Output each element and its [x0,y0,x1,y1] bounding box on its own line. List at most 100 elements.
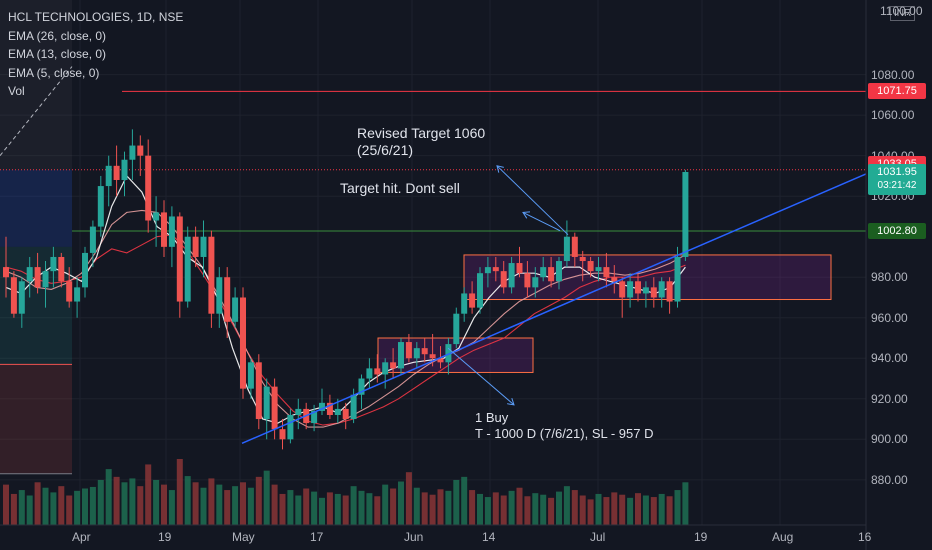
candle-body [421,348,428,355]
candle-body [413,348,420,359]
legend-ema13[interactable]: EMA (13, close, 0) [8,47,107,61]
volume-bar [18,490,25,525]
volume-bar [66,495,73,525]
price-tag-last: 1031.95 03:21:42 [868,163,926,195]
legend-vol[interactable]: Vol [8,84,25,98]
candle-body [548,267,555,282]
candle-body [611,277,618,282]
candle-body [113,165,120,180]
candle-body [334,408,341,415]
volume-bar [658,493,665,525]
candle-body [658,281,665,298]
volume-bar [319,497,325,525]
price-tag-1002: 1002.80 [868,223,926,240]
candle-body [642,287,649,294]
candle-body [216,277,223,314]
annotation-buy[interactable]: 1 Buy T - 1000 D (7/6/21), SL - 957 D [475,410,653,442]
volume-bar [421,492,428,525]
volume-bar [350,486,357,525]
volume-bar [563,486,570,525]
volume-bar [216,484,223,525]
volume-bar [366,493,373,525]
annotation-target-hit[interactable]: Target hit. Dont sell [340,180,460,197]
candle-body [200,236,207,257]
volume-bar [540,494,547,525]
candle-body [635,281,641,294]
candle-body [26,267,33,282]
volume-bar [129,478,136,525]
volume-bar [674,490,681,525]
candle-body [516,263,523,274]
volume-bar [358,490,365,525]
candle-body [666,281,673,302]
annotation-revised-target[interactable]: Revised Target 1060 (25/6/21) [357,125,485,159]
x-tick-label: 19 [694,530,708,544]
candle-body [176,216,183,302]
candle-body [319,402,325,411]
volume-bar [192,482,199,525]
y-tick-label: 1060.00 [871,108,915,123]
dashed-projection [0,66,73,156]
candle-body [121,159,128,180]
volume-bar [571,490,578,525]
candle-body [18,281,25,314]
volume-bar [295,495,302,525]
candle-body [66,281,73,302]
volume-bar [279,493,286,525]
volume-bar [326,492,333,525]
arrow-line [447,347,515,406]
range-box-blue [0,169,72,247]
candle-body [161,212,167,247]
annotation-line: Target hit. Dont sell [340,180,460,196]
candle-body [279,429,286,440]
candle-body [477,273,483,308]
volume-bar [255,476,262,525]
candle-body [445,344,452,363]
candle-body [437,358,444,363]
volume-bar [627,497,634,525]
last-price: 1031.95 [877,165,917,178]
candle-body [50,256,57,272]
candle-body [263,386,270,420]
x-tick-label: Aug [772,530,794,544]
x-tick-label: Jun [404,530,424,544]
candle-body [571,236,578,257]
candle-body [579,256,586,262]
volume-bar [374,496,381,525]
volume-bar [89,486,96,525]
candle-body [540,267,547,278]
legend-ema5[interactable]: EMA (5, close, 0) [8,65,100,80]
candle-body [3,267,9,278]
volume-bar [437,489,444,525]
volume-bar [161,484,167,525]
arrow-head [496,165,504,173]
volume-bars [3,459,689,525]
volume-bar [556,491,562,525]
candle-body [366,368,373,379]
volume-bar [650,497,657,525]
x-tick-label: May [232,530,255,544]
legend-ema26[interactable]: EMA (26, close, 0) [8,28,107,43]
price-tag-1071: 1071.75 [868,83,926,100]
candle-body [342,408,349,420]
currency-badge[interactable]: INR [890,6,916,21]
volume-bar [200,487,207,525]
candle-body [374,368,381,375]
volume-bar [484,497,491,525]
candle-body [295,408,302,415]
volume-bar [137,486,144,525]
volume-bar [287,490,294,525]
volume-bar [26,495,33,525]
candle-body [398,342,404,369]
candle-body [42,271,49,288]
volume-bar [453,479,460,525]
candle-body [524,273,531,288]
candle-body [350,394,357,420]
y-tick-label: 1080.00 [871,67,915,82]
y-tick-top-partial: 1100.00 [880,4,923,18]
candle-body [563,236,570,262]
candle-body [232,297,239,322]
volume-bar [635,493,641,525]
candle-body [453,313,460,345]
